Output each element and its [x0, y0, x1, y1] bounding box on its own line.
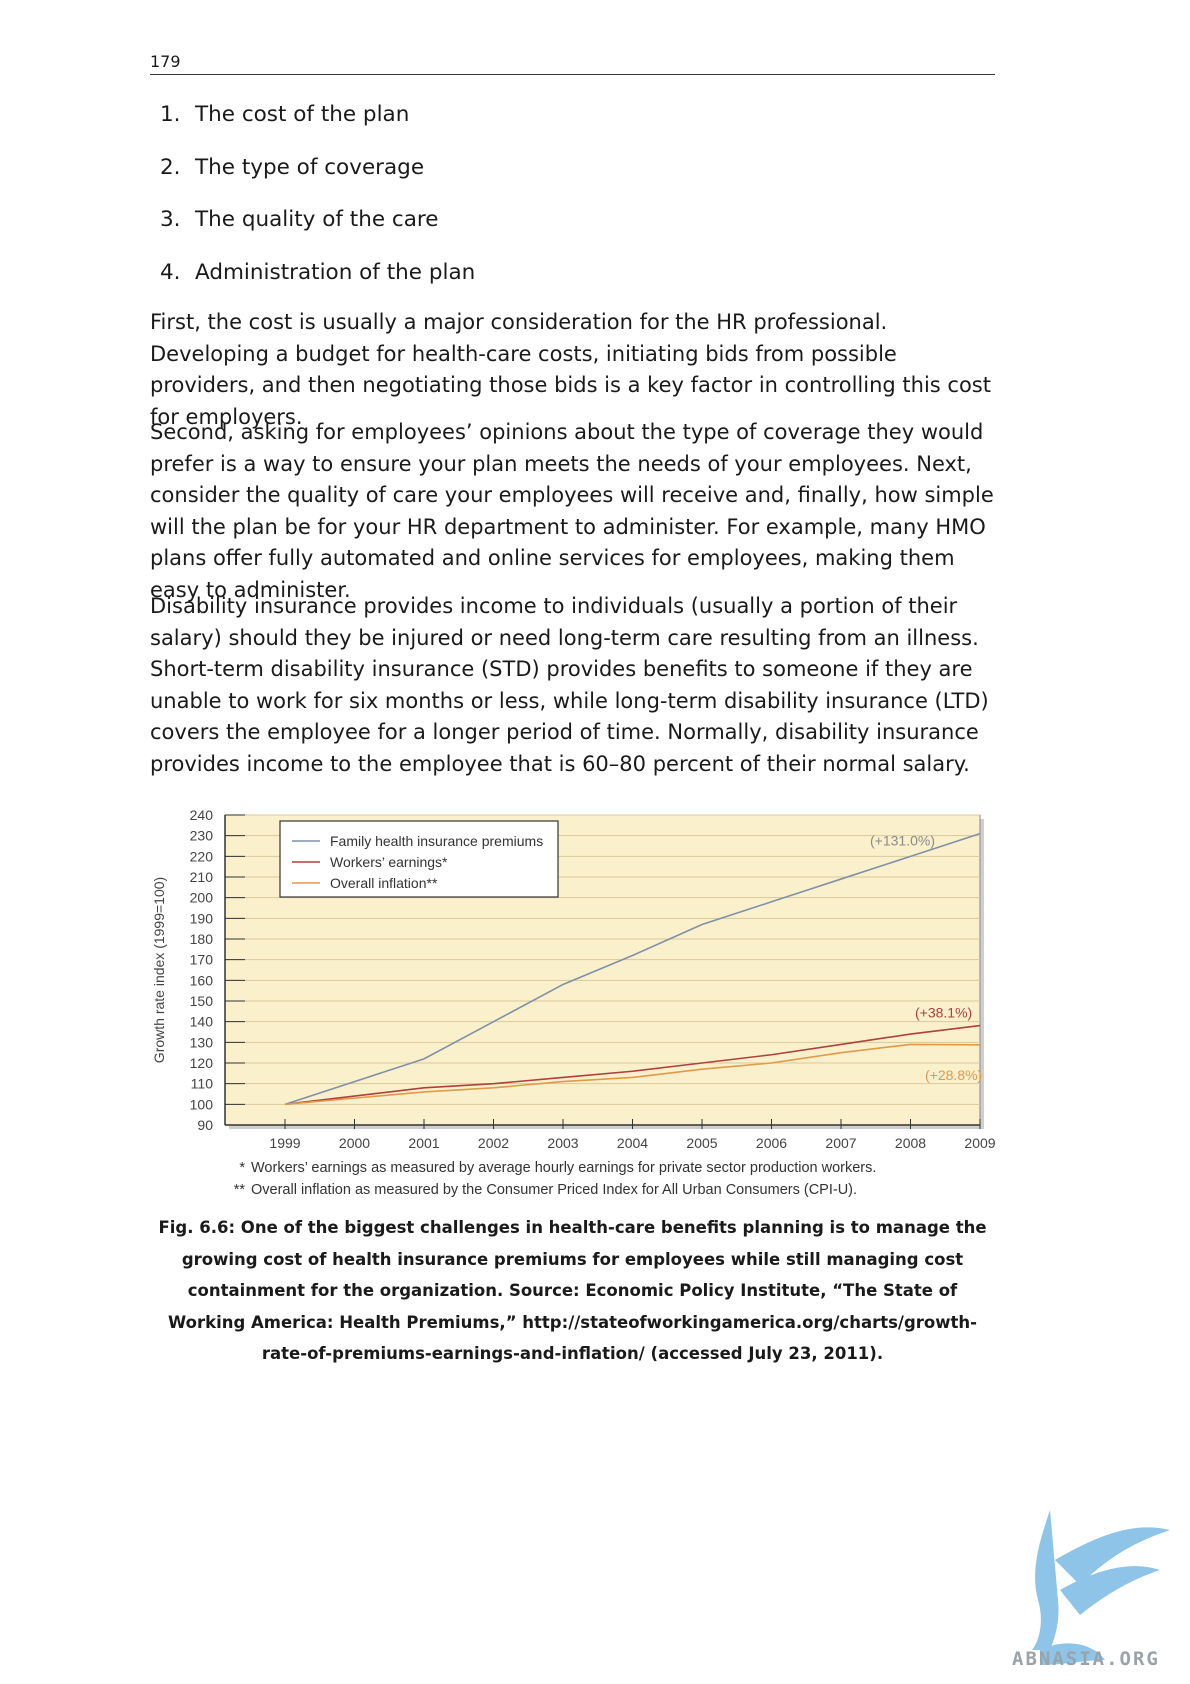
- y-tick-label: 210: [190, 869, 214, 885]
- paragraph-cost: First, the cost is usually a major consi…: [150, 307, 1000, 433]
- growth-rate-chart: 90 100 110 120 130 140 150 160 170 180 190 200 210 22…: [150, 800, 1000, 1200]
- y-tick-label: 170: [190, 952, 214, 968]
- page-number: 179: [150, 52, 181, 71]
- y-tick-label: 140: [190, 1014, 214, 1030]
- y-tick-label: 110: [191, 1076, 214, 1092]
- x-tick-label: 2009: [964, 1135, 995, 1151]
- y-tick-label: 150: [190, 993, 214, 1009]
- watermark-text: ABNASIA.ORG: [1012, 1648, 1160, 1670]
- series-end-label: (+131.0%): [870, 833, 935, 849]
- y-tick-label: 100: [190, 1096, 214, 1112]
- x-tick-label: 2006: [756, 1135, 787, 1151]
- y-axis-label: Growth rate index (1999=100): [151, 877, 167, 1063]
- y-tick-label: 160: [190, 972, 214, 988]
- list-item: 2. The type of coverage: [160, 153, 475, 206]
- figure-caption: Fig. 6.6: One of the biggest challenges …: [150, 1212, 995, 1370]
- chart-footnote: * Workers’ earnings as measured by averag…: [225, 1160, 876, 1176]
- list-text: The cost of the plan: [195, 100, 409, 153]
- series-end-label: (+28.8%): [925, 1067, 982, 1083]
- x-tick-label: 2003: [547, 1135, 578, 1151]
- footnote-text: Workers’ earnings as measured by average…: [251, 1160, 876, 1176]
- footnote-mark: **: [225, 1182, 245, 1198]
- paragraph-disability: Disability insurance provides income to …: [150, 591, 1000, 781]
- list-item: 3. The quality of the care: [160, 205, 475, 258]
- list-text: Administration of the plan: [195, 258, 475, 311]
- list-text: The quality of the care: [195, 205, 438, 258]
- y-tick-label: 220: [190, 848, 214, 864]
- x-tick-label: 2007: [825, 1135, 856, 1151]
- list-item: 4. Administration of the plan: [160, 258, 475, 311]
- legend-label: Workers’ earnings*: [330, 854, 448, 870]
- y-tick-label: 130: [190, 1034, 214, 1050]
- y-tick-label: 200: [190, 890, 214, 906]
- considerations-list: 1. The cost of the plan 2. The type of cov…: [160, 100, 475, 310]
- y-tick-label: 190: [190, 910, 214, 926]
- y-tick-label: 230: [190, 828, 214, 844]
- list-text: The type of coverage: [195, 153, 424, 206]
- legend-label: Overall inflation**: [330, 875, 438, 891]
- list-number: 4.: [160, 258, 195, 311]
- x-tick-label: 2004: [617, 1135, 648, 1151]
- list-item: 1. The cost of the plan: [160, 100, 475, 153]
- footnote-mark: *: [225, 1160, 245, 1176]
- x-tick-label: 2001: [408, 1135, 439, 1151]
- list-number: 2.: [160, 153, 195, 206]
- y-tick-label: 240: [190, 807, 214, 823]
- x-tick-label: 2005: [686, 1135, 717, 1151]
- header-rule: [150, 74, 995, 75]
- x-tick-label: 2002: [478, 1135, 509, 1151]
- series-end-label: (+38.1%): [915, 1005, 972, 1021]
- y-tick-label: 180: [190, 931, 214, 947]
- list-number: 1.: [160, 100, 195, 153]
- x-tick-label: 1999: [269, 1135, 300, 1151]
- footnote-text: Overall inflation as measured by the Con…: [251, 1182, 857, 1198]
- x-tick-label: 2000: [339, 1135, 370, 1151]
- chart-footnote: ** Overall inflation as measured by the C…: [225, 1182, 857, 1198]
- y-tick-label: 120: [190, 1055, 214, 1071]
- x-tick-label: 2008: [895, 1135, 926, 1151]
- y-tick-label: 90: [197, 1117, 213, 1133]
- list-number: 3.: [160, 205, 195, 258]
- paragraph-coverage: Second, asking for employees’ opinions a…: [150, 417, 1000, 607]
- legend-label: Family health insurance premiums: [330, 833, 543, 849]
